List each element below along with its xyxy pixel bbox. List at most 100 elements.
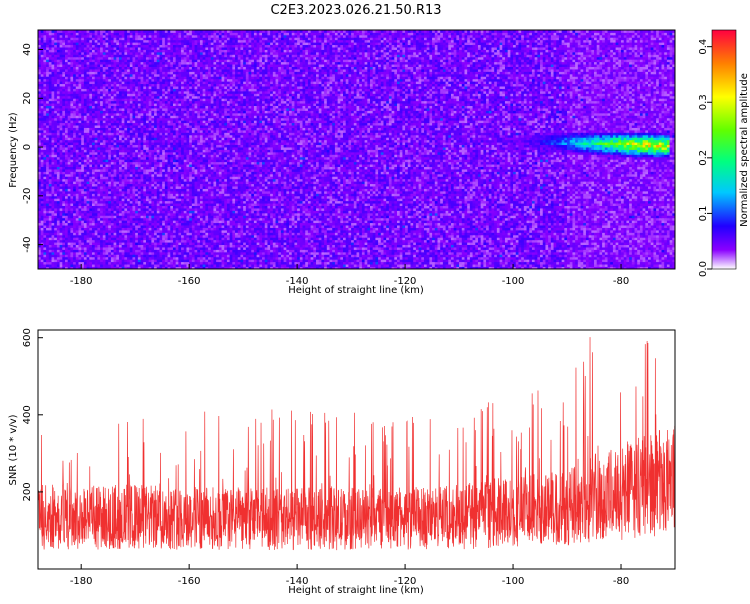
- heatmap-cell: [375, 264, 378, 267]
- heatmap-cell: [81, 215, 84, 218]
- heatmap-cell: [324, 228, 327, 231]
- heatmap-cell: [578, 228, 581, 231]
- heatmap-cell: [394, 254, 397, 257]
- heatmap-cell: [635, 249, 638, 252]
- heatmap-cell: [602, 232, 605, 235]
- heatmap-cell: [303, 252, 306, 255]
- heatmap-cell: [76, 254, 79, 257]
- heatmap-cell: [556, 232, 559, 235]
- heatmap-cell: [265, 240, 268, 243]
- heatmap-cell: [467, 245, 470, 248]
- heatmap-cell: [551, 240, 554, 243]
- heatmap-cell: [483, 259, 486, 262]
- heatmap-cell: [170, 247, 173, 250]
- heatmap-cell: [543, 225, 546, 228]
- heatmap-cell: [570, 245, 573, 248]
- heatmap-cell: [616, 245, 619, 248]
- heatmap-cell: [116, 264, 119, 267]
- heatmap-cell: [267, 252, 270, 255]
- heatmap-cell: [667, 257, 670, 260]
- heatmap-cell: [216, 245, 219, 248]
- heatmap-cell: [621, 237, 624, 240]
- heatmap-cell: [435, 232, 438, 235]
- heatmap-cell: [473, 254, 476, 257]
- heatmap-cell: [227, 264, 230, 267]
- heatmap-cell: [400, 232, 403, 235]
- heatmap-cell: [343, 242, 346, 245]
- heatmap-cell: [203, 240, 206, 243]
- heatmap-cell: [73, 247, 76, 250]
- heatmap-cell: [168, 257, 171, 260]
- heatmap-cell: [289, 228, 292, 231]
- heatmap-cell: [170, 262, 173, 265]
- heatmap-cell: [211, 240, 214, 243]
- heatmap-cell: [491, 237, 494, 240]
- heatmap-cell: [467, 257, 470, 260]
- heatmap-cell: [149, 259, 152, 262]
- heatmap-cell: [378, 237, 381, 240]
- heatmap-cell: [402, 228, 405, 231]
- heatmap-cell: [332, 257, 335, 260]
- heatmap-cell: [581, 247, 584, 250]
- heatmap-cell: [81, 242, 84, 245]
- heatmap-cell: [613, 249, 616, 252]
- heatmap-cell: [197, 254, 200, 257]
- heatmap-cell: [62, 225, 65, 228]
- heatmap-cell: [637, 264, 640, 267]
- heatmap-cell: [383, 232, 386, 235]
- heatmap-cell: [127, 215, 130, 218]
- heatmap-cell: [132, 215, 135, 218]
- heatmap-cell: [394, 232, 397, 235]
- heatmap-cell: [559, 220, 562, 223]
- heatmap-cell: [643, 230, 646, 233]
- heatmap-cell: [222, 264, 225, 267]
- heatmap-cell: [76, 237, 79, 240]
- heatmap-cell: [662, 225, 665, 228]
- heatmap-cell: [108, 235, 111, 238]
- heatmap-cell: [289, 259, 292, 262]
- heatmap-cell: [111, 220, 114, 223]
- heatmap-cell: [105, 257, 108, 260]
- heatmap-cell: [475, 228, 478, 231]
- heatmap-cell: [427, 262, 430, 265]
- heatmap-cell: [494, 254, 497, 257]
- heatmap-cell: [540, 218, 543, 221]
- heatmap-cell: [629, 235, 632, 238]
- heatmap-cell: [332, 264, 335, 267]
- heatmap-cell: [365, 252, 368, 255]
- heatmap-cell: [267, 223, 270, 226]
- heatmap-cell: [473, 249, 476, 252]
- heatmap-cell: [52, 232, 55, 235]
- heatmap-cell: [130, 228, 133, 231]
- heatmap-cell: [394, 249, 397, 252]
- heatmap-cell: [467, 235, 470, 238]
- heatmap-cell: [653, 247, 656, 250]
- heatmap-cell: [578, 257, 581, 260]
- heatmap-cell: [481, 235, 484, 238]
- heatmap-cell: [618, 240, 621, 243]
- heatmap-cell: [562, 223, 565, 226]
- heatmap-cell: [240, 225, 243, 228]
- heatmap-cell: [459, 225, 462, 228]
- heatmap-cell: [581, 228, 584, 231]
- heatmap-cell: [591, 218, 594, 221]
- heatmap-cell: [362, 254, 365, 257]
- heatmap-cell: [524, 240, 527, 243]
- heatmap-cell: [311, 252, 314, 255]
- heatmap-cell: [551, 242, 554, 245]
- heatmap-cell: [505, 218, 508, 221]
- heatmap-cell: [419, 240, 422, 243]
- heatmap-cell: [281, 259, 284, 262]
- heatmap-cell: [313, 257, 316, 260]
- heatmap-cell: [292, 228, 295, 231]
- heatmap-cell: [176, 230, 179, 233]
- heatmap-cell: [81, 249, 84, 252]
- heatmap-cell: [254, 252, 257, 255]
- heatmap-cell: [257, 264, 260, 267]
- heatmap-cell: [186, 247, 189, 250]
- heatmap-cell: [305, 257, 308, 260]
- heatmap-cell: [572, 237, 575, 240]
- heatmap-cell: [297, 223, 300, 226]
- heatmap-cell: [122, 237, 125, 240]
- heatmap-cell: [76, 259, 79, 262]
